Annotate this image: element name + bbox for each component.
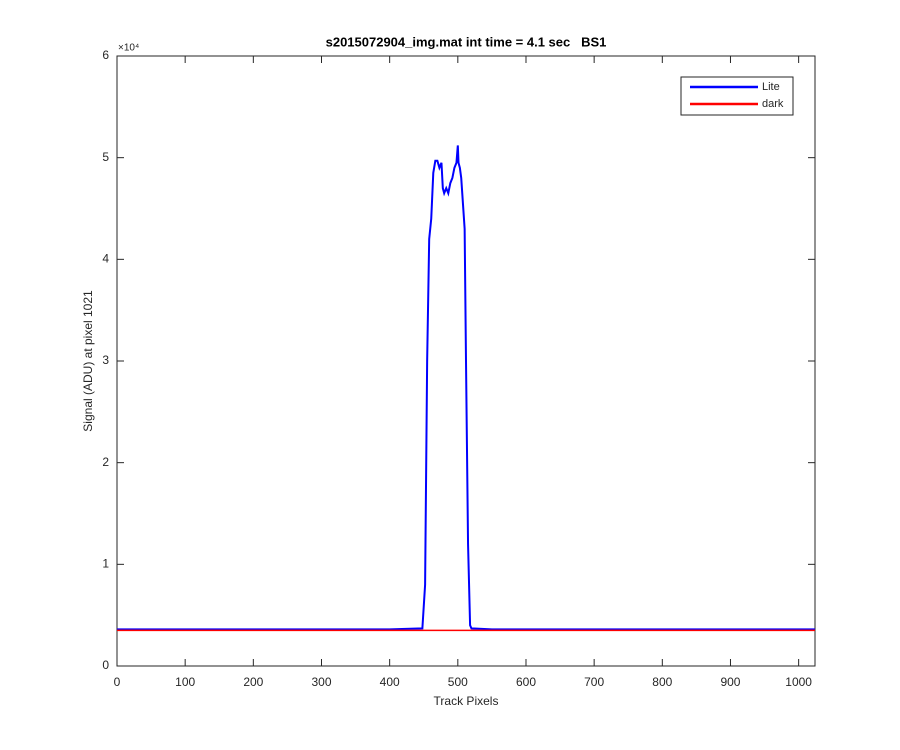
x-axis-label: Track Pixels (434, 694, 499, 708)
x-tick-label: 100 (175, 675, 195, 689)
x-tick-label: 800 (652, 675, 672, 689)
y-tick-label: 2 (102, 455, 109, 469)
chart-title: s2015072904_img.mat int time = 4.1 sec B… (326, 34, 607, 49)
x-tick-label: 1000 (785, 675, 812, 689)
x-tick-label: 400 (380, 675, 400, 689)
x-tick-label: 500 (448, 675, 468, 689)
legend-label: Lite (762, 81, 780, 93)
y-axis-label: Signal (ADU) at pixel 1021 (81, 290, 95, 432)
y-tick-label: 3 (102, 353, 109, 367)
legend-box (680, 76, 794, 116)
y-tick-label: 0 (102, 658, 109, 672)
legend-label: dark (762, 98, 784, 110)
y-tick-label: 1 (102, 557, 109, 571)
y-tick-label: 4 (102, 252, 109, 266)
x-tick-label: 0 (114, 675, 121, 689)
y-tick-label: 6 (102, 48, 109, 62)
y-tick-label: 5 (102, 150, 109, 164)
x-tick-label: 700 (584, 675, 604, 689)
x-tick-label: 600 (516, 675, 536, 689)
x-tick-label: 900 (720, 675, 740, 689)
series-line (117, 145, 815, 631)
x-tick-label: 300 (311, 675, 331, 689)
x-tick-label: 200 (243, 675, 263, 689)
y-multiplier: ×10⁴ (118, 43, 139, 54)
